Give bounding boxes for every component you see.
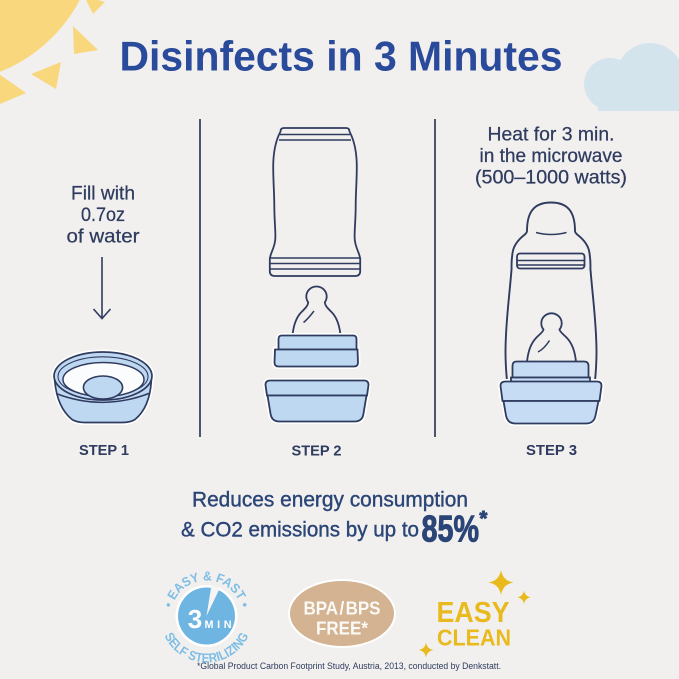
- svg-text:Disinfects in 3 Minutes: Disinfects in 3 Minutes: [120, 33, 563, 80]
- svg-text:EASY: EASY: [437, 597, 510, 629]
- svg-text:of water: of water: [67, 227, 141, 248]
- svg-text:STEP 2: STEP 2: [292, 443, 342, 460]
- svg-text:85%: 85%: [422, 509, 480, 550]
- svg-text:STEP 1: STEP 1: [79, 442, 129, 459]
- svg-text:in the microwave: in the microwave: [480, 146, 623, 167]
- svg-text:(500–1000 watts): (500–1000 watts): [475, 168, 627, 189]
- svg-text:Reduces energy consumption: Reduces energy consumption: [192, 489, 468, 512]
- svg-text:3: 3: [188, 604, 202, 634]
- svg-text:STEP 3: STEP 3: [526, 442, 577, 459]
- svg-text:0.7oz: 0.7oz: [81, 205, 125, 226]
- svg-text:CLEAN: CLEAN: [437, 625, 511, 651]
- svg-text:& CO2 emissions by up to: & CO2 emissions by up to: [181, 519, 419, 542]
- svg-text:*: *: [480, 508, 488, 530]
- svg-text:*Global Product Carbon Footpri: *Global Product Carbon Footprint Study, …: [197, 661, 501, 671]
- svg-text:MIN: MIN: [205, 619, 236, 631]
- svg-text:BPA / BPS: BPA / BPS: [304, 598, 381, 619]
- svg-text:Heat for 3 min.: Heat for 3 min.: [488, 125, 615, 146]
- svg-text:FREE*: FREE*: [316, 618, 369, 639]
- svg-text:Fill with: Fill with: [71, 184, 135, 205]
